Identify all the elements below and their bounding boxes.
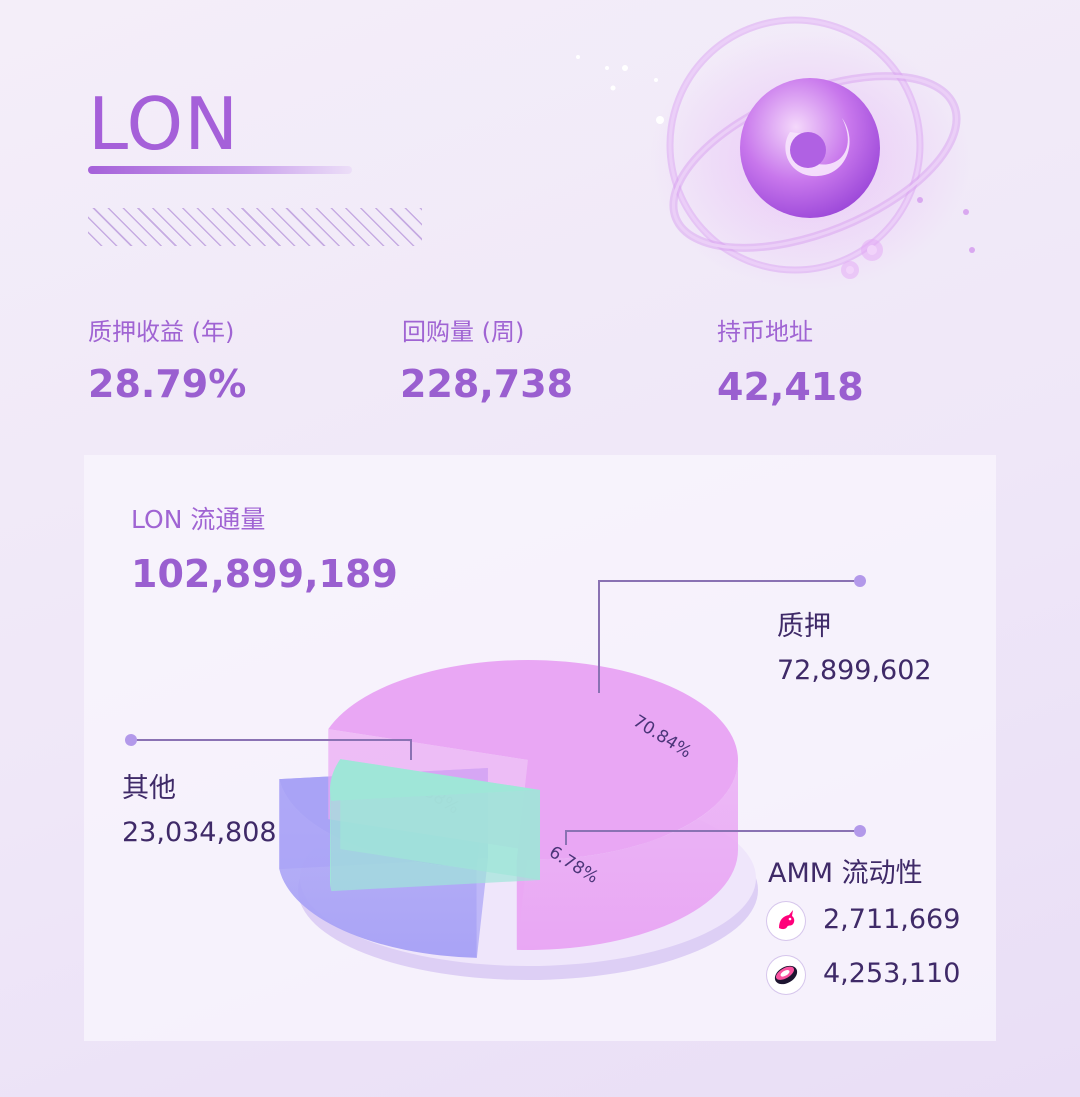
pie-slice-side: [330, 790, 332, 892]
supply-value: 102,899,189: [131, 552, 398, 596]
staking-yield-label: 质押收益 (年): [88, 318, 235, 346]
supply-label: LON 流通量: [131, 505, 266, 534]
buyback-label: 回购量 (周): [402, 318, 525, 346]
legend-staking-name: 质押: [777, 611, 831, 642]
amm-sushi-value: 4,253,110: [823, 958, 961, 989]
page-title: LON: [88, 82, 240, 166]
leader-line-amm-dot: [854, 825, 866, 837]
pie-slice-side: [516, 760, 738, 951]
leader-line-staking-dot: [854, 575, 866, 587]
legend-amm-name: AMM 流动性: [768, 858, 923, 889]
pie-slice-top: [328, 660, 739, 860]
holders-label: 持币地址: [717, 318, 813, 346]
title-underline: [88, 166, 352, 174]
pie-slice-top: [330, 759, 540, 802]
legend-other-value: 23,034,808: [122, 817, 277, 848]
legend-staking-value: 72,899,602: [777, 655, 932, 686]
buyback-value: 228,738: [400, 362, 574, 406]
legend-other-name: 其他: [122, 773, 176, 804]
amm-uniswap-value: 2,711,669: [823, 904, 961, 935]
leader-line-other: [131, 739, 412, 760]
decorative-hatch: [88, 208, 422, 246]
leader-line-other-dot: [125, 734, 137, 746]
staking-yield-value: 28.79%: [88, 362, 247, 406]
leader-line-amm: [565, 830, 860, 845]
leader-line-staking: [598, 580, 860, 693]
unicorn-icon: [767, 902, 805, 940]
sushi-icon: [767, 956, 805, 994]
holders-value: 42,418: [717, 365, 864, 409]
